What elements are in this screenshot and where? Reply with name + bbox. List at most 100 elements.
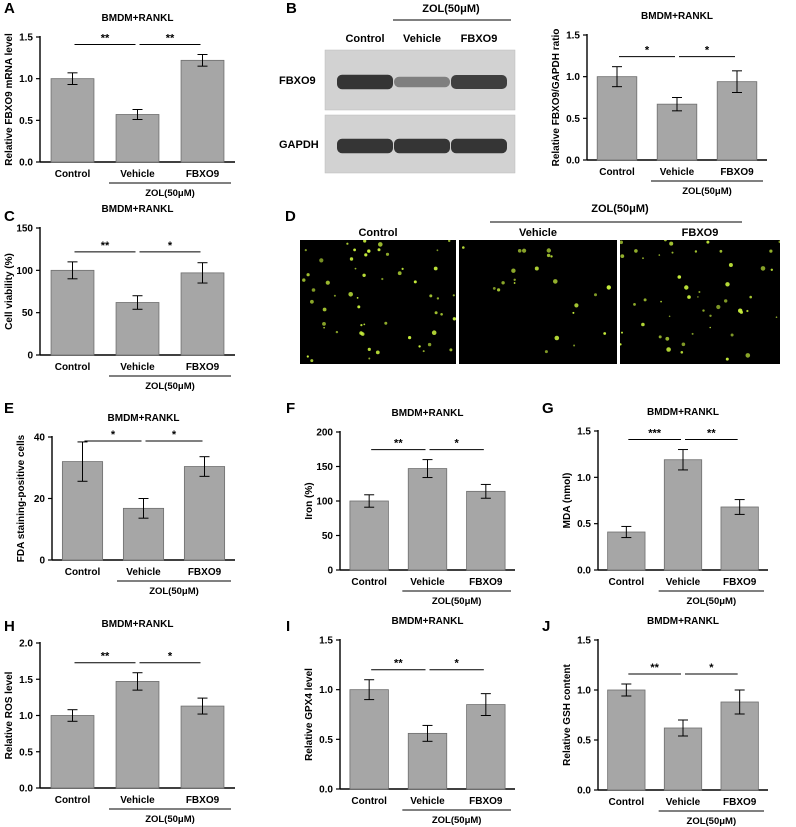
fluorescent-cell [353, 248, 356, 252]
fluorescence-header: ZOL(50μM) Control Vehicle FBXO9 [358, 203, 742, 239]
fluorescent-cell [377, 248, 381, 252]
x-tick-label: FBXO9 [469, 577, 503, 588]
y-tick-label: 1.0 [566, 72, 580, 83]
fluorescent-cell [360, 324, 363, 327]
fluorescent-cell [665, 336, 670, 341]
fluorescent-cell [517, 249, 522, 253]
y-tick-label: 2.0 [19, 639, 33, 650]
x-tick-label: Vehicle [126, 567, 161, 578]
bar-vehicle [115, 114, 160, 163]
fluorescent-cell [550, 255, 553, 258]
blot-protein-label: GAPDH [279, 139, 319, 151]
fluorescent-cell [684, 285, 689, 290]
x-tick-label: Vehicle [120, 169, 155, 180]
fluorescent-cell [574, 303, 579, 308]
group-label: ZOL(50μM) [687, 816, 737, 827]
y-tick-label: 0.5 [19, 747, 33, 758]
fluorescent-cell [544, 350, 548, 354]
y-tick-label: 1.0 [577, 686, 591, 697]
panel-letter-b: B [286, 0, 297, 17]
panel-letter-g: G [542, 400, 554, 417]
fluorescent-cell [641, 322, 645, 327]
fluorescent-cell [594, 293, 597, 297]
chart-b-fbxo9-gapdh-ratio: BMDM+RANKL 0.0 0.5 1.0 1.5 Relative FBXO9/GAP… [551, 11, 767, 197]
chart-title: BMDM+RANKL [641, 11, 713, 22]
y-tick-label: 1.5 [566, 31, 580, 42]
fluorescence-panel-label: Vehicle [519, 227, 557, 239]
blot-band [337, 138, 393, 154]
blot-protein-label: FBXO9 [279, 75, 316, 87]
x-tick-label: FBXO9 [186, 362, 220, 373]
bar-fbxo9 [720, 701, 759, 791]
fluorescent-cell [698, 291, 701, 293]
chart-g-mda: BMDM+RANKL 0.0 0.5 1.0 1.5 MDA (nmol) Control V… [562, 407, 768, 607]
significance-label: ** [650, 662, 659, 674]
fluorescent-cell [323, 326, 325, 329]
bar-vehicle [663, 727, 703, 791]
fluorescent-cell [664, 240, 667, 242]
fluorescent-cell [322, 307, 327, 312]
panel-letter-d: D [285, 208, 296, 225]
fluorescence-image-vehicle [459, 240, 617, 364]
fluorescent-cell [311, 288, 316, 292]
fluorescent-cell [680, 351, 684, 354]
blot-lane-label: Control [345, 33, 384, 45]
fluorescent-cell [367, 347, 371, 351]
y-tick-label: 40 [34, 433, 46, 444]
fluorescent-cell [546, 253, 551, 258]
panel-letter-f: F [286, 400, 296, 417]
bar-fbxo9 [183, 466, 226, 561]
x-tick-label: FBXO9 [469, 796, 503, 807]
y-tick-label: 1.5 [19, 675, 33, 686]
fluorescent-cell [436, 249, 439, 252]
significance-label: * [168, 240, 173, 252]
fluorescent-cell [427, 342, 432, 347]
fluorescent-cell [349, 257, 354, 261]
significance-label: *** [648, 428, 662, 440]
fluorescent-cell [306, 355, 309, 358]
fluorescent-cell [452, 294, 455, 297]
fluorescent-cell [606, 285, 611, 290]
x-tick-label: FBXO9 [188, 567, 222, 578]
fluorescent-cell [306, 273, 310, 277]
fluorescent-cell [633, 303, 636, 306]
fluorescent-cell [310, 359, 314, 363]
x-tick-label: Vehicle [410, 577, 445, 588]
y-tick-label: 0.0 [577, 786, 591, 797]
chart-i-gpx4: BMDM+RANKL 0.0 0.5 1.0 1.5 Relative GPX4 leve… [304, 616, 515, 826]
fluorescent-cell [348, 292, 353, 297]
fluorescent-cell [760, 266, 766, 271]
fluorescence-image-fbxo9 [620, 240, 780, 364]
y-axis-label: MDA (nmol) [562, 473, 573, 529]
fluorescent-cell [492, 287, 496, 290]
significance-label: * [168, 651, 173, 663]
fluorescence-panel-label: FBXO9 [682, 227, 719, 239]
fluorescent-cell [775, 316, 778, 318]
panel-letter-c: C [4, 208, 15, 225]
y-tick-label: 1.0 [19, 74, 33, 85]
significance-label: * [455, 438, 460, 450]
x-tick-label: FBXO9 [723, 577, 757, 588]
fluorescent-cell [620, 343, 622, 346]
blot-band [451, 138, 507, 154]
fluorescent-cell [706, 240, 710, 244]
bar-vehicle [656, 103, 698, 161]
fluorescent-cell [354, 267, 357, 270]
fluorescent-cell [669, 241, 674, 246]
fluorescent-cell [724, 299, 728, 303]
fluorescent-cell [363, 323, 366, 326]
chart-e-fda-staining: BMDM+RANKL 0 20 40 FDA staining-positive cel… [16, 413, 235, 597]
fluorescent-cell [434, 311, 438, 315]
x-tick-label: Control [55, 169, 91, 180]
significance-label: * [111, 429, 116, 441]
x-tick-label: Control [609, 797, 645, 808]
y-tick-label: 100 [316, 497, 333, 508]
y-axis-label: Cell viability (%) [4, 253, 15, 330]
fluorescent-cell [448, 240, 451, 243]
blot-band [451, 75, 507, 89]
fluorescent-cell [709, 326, 711, 329]
fluorescent-cell [368, 357, 371, 360]
y-tick-label: 0.0 [19, 158, 33, 169]
chart-title: BMDM+RANKL [647, 616, 719, 627]
x-tick-label: Control [609, 577, 645, 588]
